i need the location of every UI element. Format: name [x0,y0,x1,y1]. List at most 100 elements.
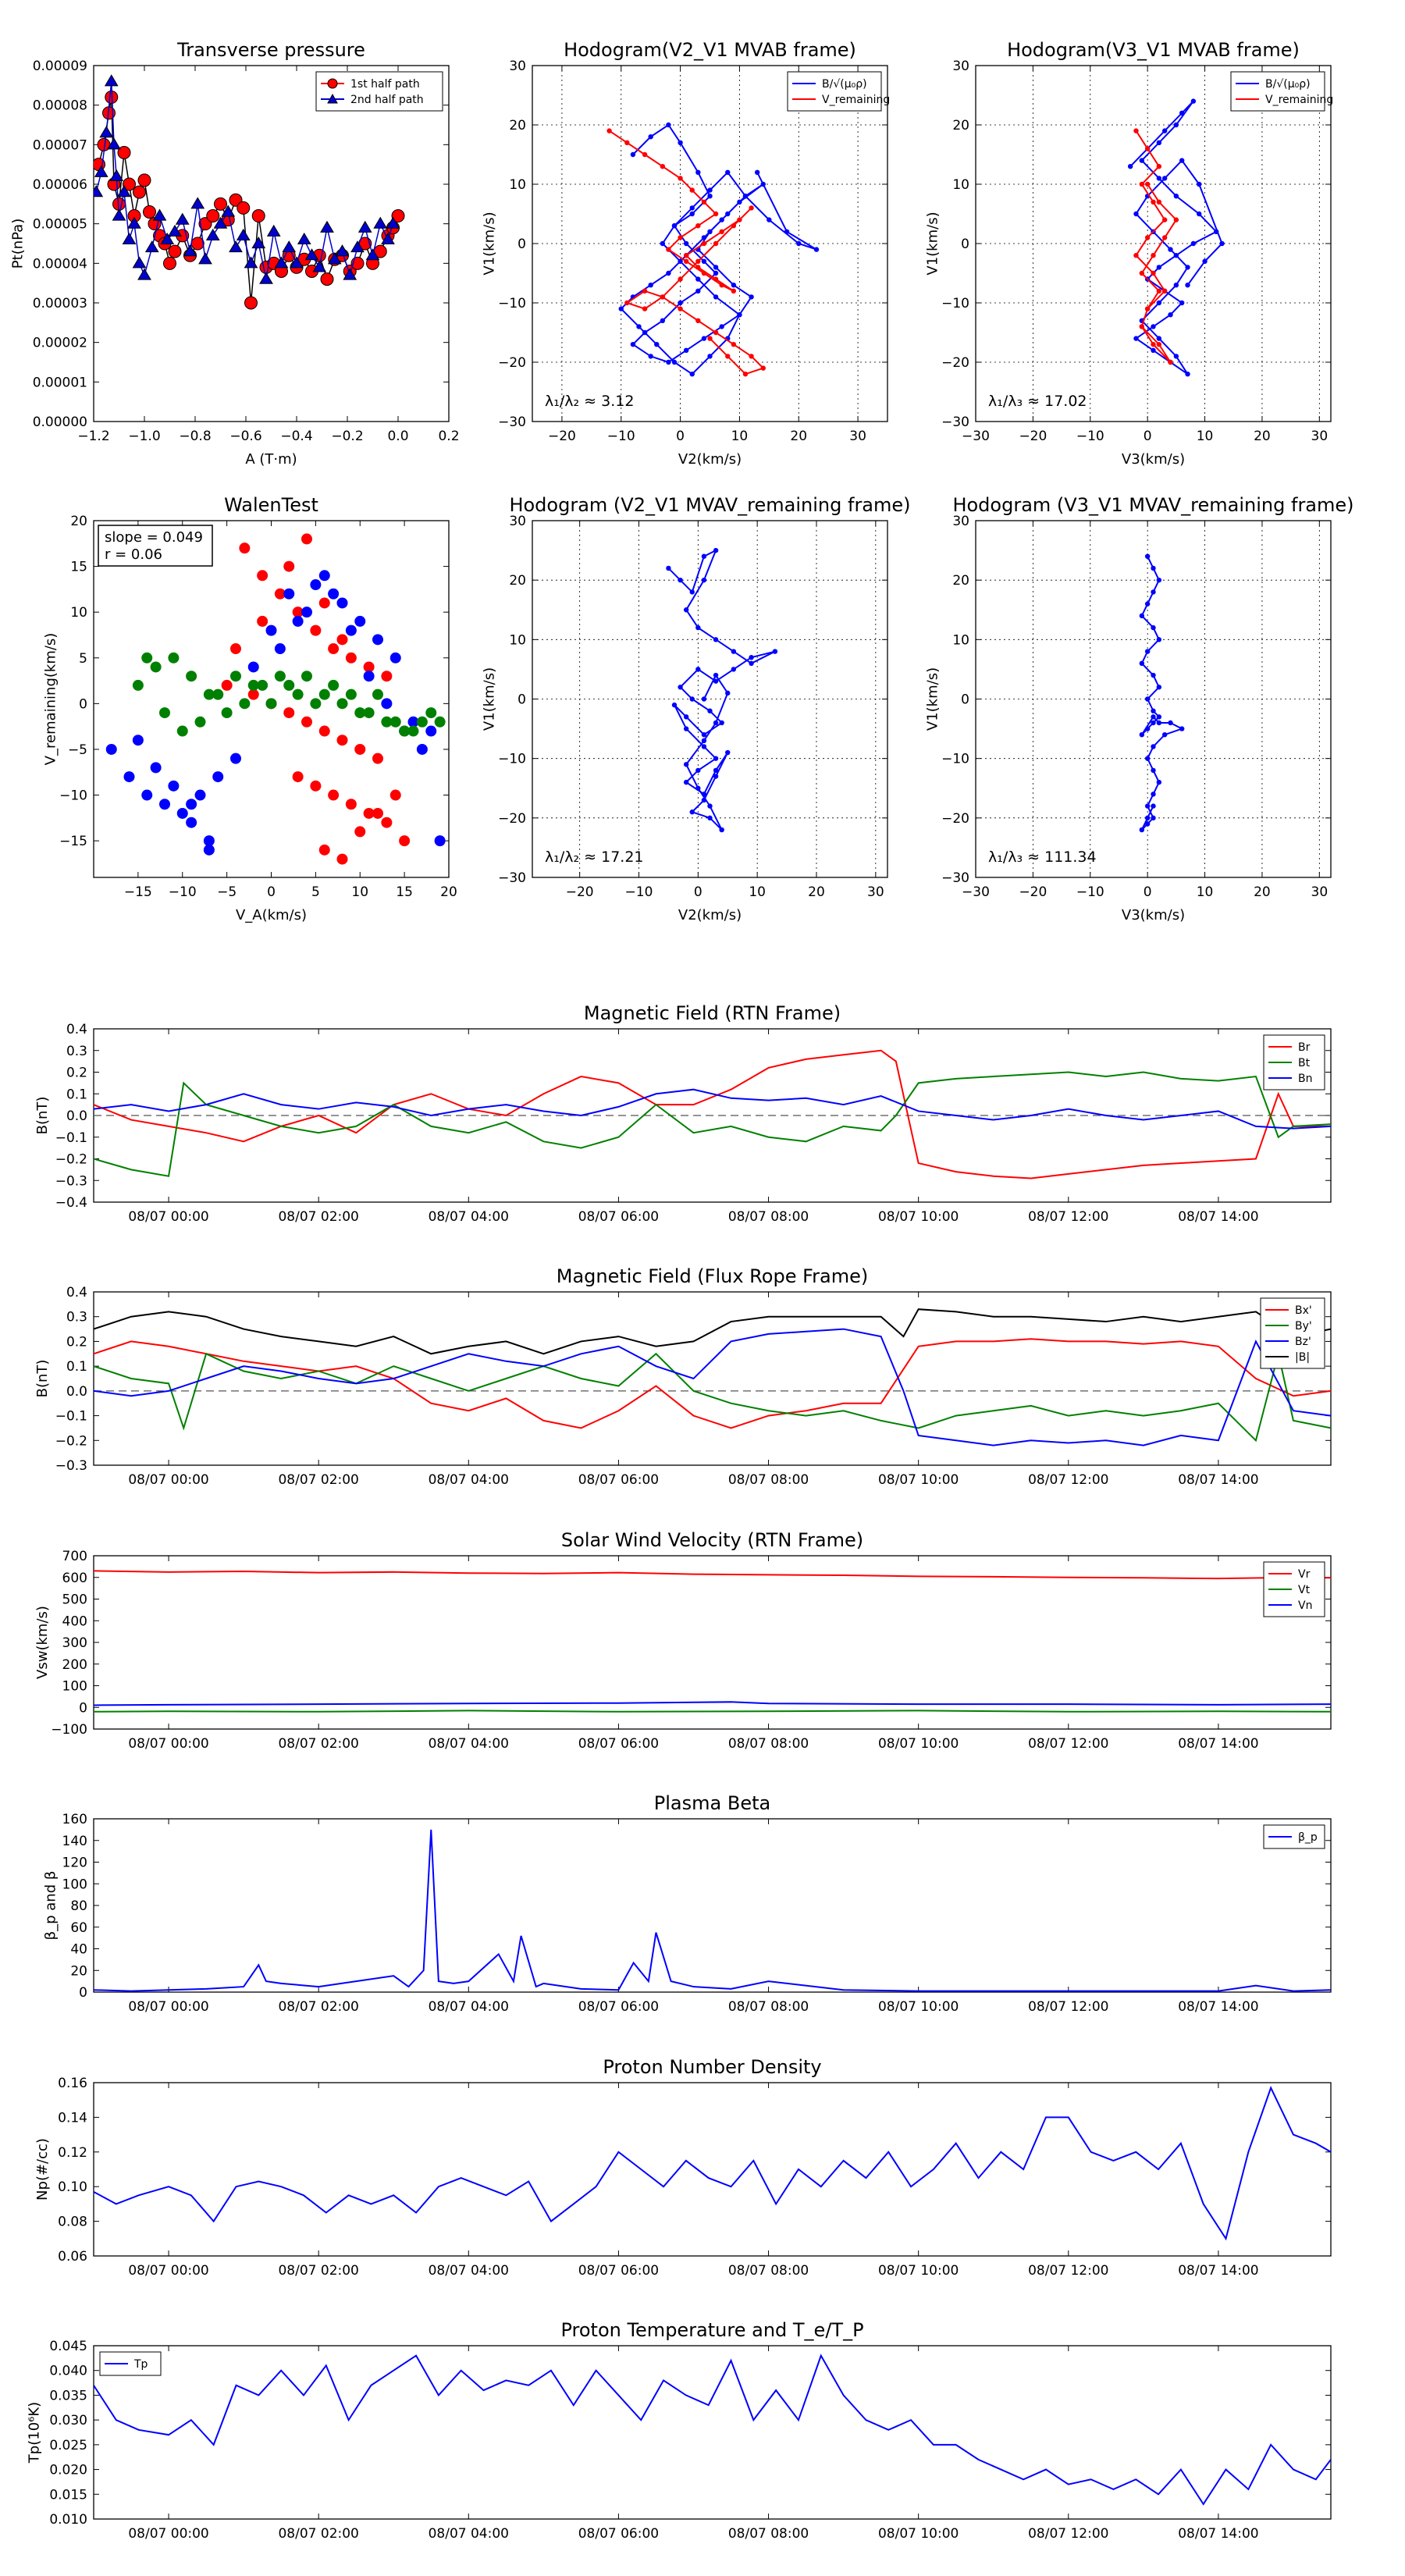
data-point [1185,372,1190,377]
chart-plasma_beta: Plasma Beta 08/07 00:00 08/07 02:00 08/07 0… [43,1792,1332,2015]
x-tick-label: −10 [169,884,197,900]
x-tick-label: 08/07 14:00 [1178,1736,1258,1752]
x-tick-label: 08/07 06:00 [578,1736,659,1752]
legend-label: By' [1295,1320,1312,1332]
data-point [328,643,340,655]
data-point [150,661,162,673]
y-tick-label: 0.4 [66,1022,87,1037]
data-point [1173,194,1179,199]
legend: Br Bt Bn [1263,1034,1325,1091]
series-line [94,1328,1331,1446]
data-point [257,570,269,582]
x-tick-label: −20 [548,429,576,444]
x-tick-label: 30 [867,884,884,900]
y-tick-label: 0.1 [66,1359,87,1375]
y-tick-label: −30 [498,870,526,886]
data-point [122,232,137,245]
chart-title: Hodogram (V2_V1 MVAV_remaining frame) [509,494,910,516]
data-point [660,240,666,247]
data-point [425,707,437,719]
x-tick-label: 30 [1311,429,1329,444]
data-point [749,205,754,211]
data-point [259,272,273,284]
chart-title: Magnetic Field (RTN Frame) [584,1002,841,1024]
chart-walen_test: WalenTest −15 −10 −5 0 5 10 15 20 −15 −10 −5 0 5 10 15 2… [43,494,457,923]
data-point [372,688,383,700]
data-point [1173,217,1179,222]
data-point [1151,815,1156,821]
series-0 [94,2086,1331,2241]
data-point [671,702,678,708]
series-br [94,1049,1331,1179]
data-point [373,216,388,229]
data-point [123,177,136,191]
plot-frame [532,65,888,422]
data-point [152,208,167,221]
x-tick-label: 10 [1197,429,1214,444]
data-point [1133,253,1139,258]
eigenvalue-ratio-annotation: λ₁/λ₂ ≈ 17.21 [545,849,644,866]
legend-box [315,71,443,112]
y-tick-label: −5 [68,742,87,758]
series-line [94,1710,1331,1713]
data-point [363,671,375,682]
data-point [320,272,334,286]
data-point [689,187,695,193]
data-point [132,735,144,746]
data-point [391,209,405,223]
stats-textbox-frame [98,525,213,567]
x-axis-label: V2(km/s) [678,907,742,923]
data-point [381,716,393,728]
data-point [713,276,719,282]
data-point [1168,359,1173,365]
y-axis-label: Np(#/cc) [34,2138,51,2201]
y-tick-label: −100 [51,1722,87,1738]
legend-box [1260,1297,1325,1369]
data-point [176,725,188,737]
data-point [425,725,437,737]
legend-label: 1st half path [350,78,420,91]
data-point [660,294,666,300]
data-point [372,753,383,764]
data-point [683,779,689,785]
data-point [206,209,220,223]
data-point [701,696,707,702]
data-point [725,749,731,756]
data-point [701,577,707,583]
data-point [104,74,119,87]
legend-marker [327,93,338,104]
data-point [1144,181,1151,187]
data-point [132,679,144,691]
plot-frame [975,520,1332,878]
data-point [1156,714,1162,720]
data-point [381,671,393,682]
data-point [1151,565,1156,571]
data-point [719,283,724,288]
y-tick-label: 0.035 [49,2388,87,2403]
series-line [94,1701,1331,1706]
data-point [1156,199,1162,205]
data-point [713,547,719,553]
x-tick-label: 0 [1144,884,1152,900]
data-point [198,252,212,265]
data-point [318,570,330,582]
data-point [137,268,151,280]
data-point [749,294,754,300]
data-point [168,224,182,237]
data-point [141,789,153,801]
data-point [1156,577,1162,583]
x-tick-label: 10 [1197,884,1214,900]
x-tick-label: 08/07 08:00 [728,2263,809,2279]
series-by- [94,1352,1331,1443]
series-line [94,1071,1331,1177]
data-point [160,232,175,245]
series-line [609,130,765,375]
data-point [310,780,322,792]
data-point [713,329,719,336]
data-point [328,679,340,691]
chart-title: Magnetic Field (Flux Rope Frame) [557,1265,868,1287]
x-tick-label: 08/07 02:00 [278,1209,358,1225]
y-tick-label: −20 [498,811,526,827]
y-tick-label: 0.0 [66,1384,87,1400]
